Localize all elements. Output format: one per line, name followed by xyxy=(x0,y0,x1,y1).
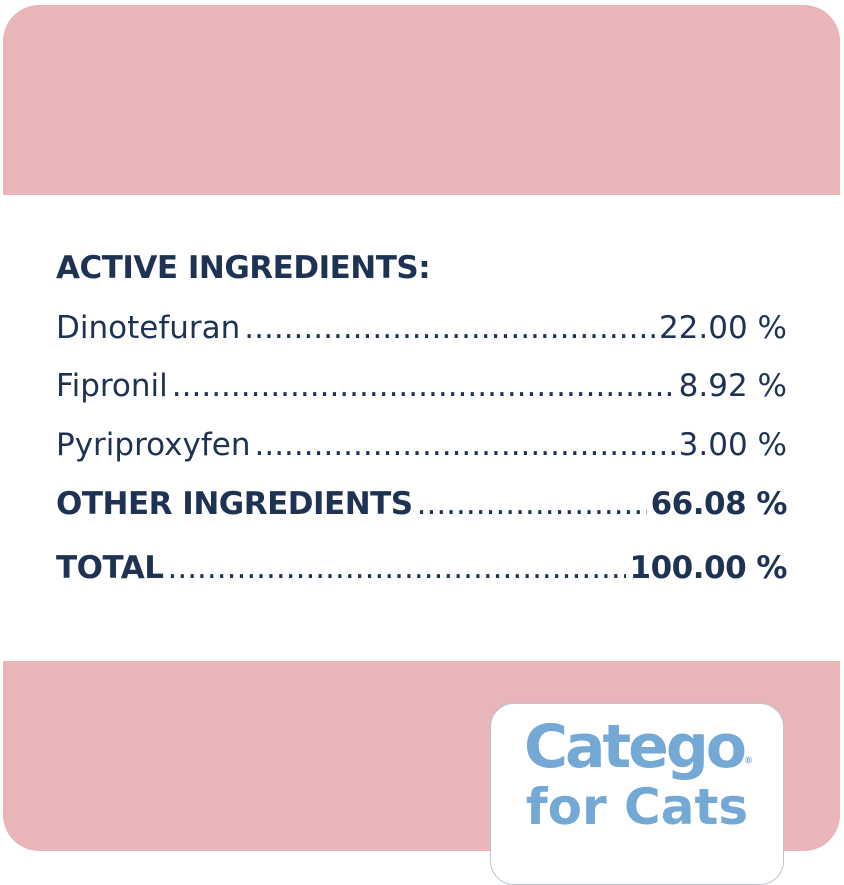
ingredient-value: 3.00 % xyxy=(678,427,787,463)
ingredient-name: OTHER INGREDIENTS xyxy=(56,486,413,522)
total-row: TOTAL 100.00 % xyxy=(56,550,788,586)
registered-mark: ® xyxy=(744,756,753,766)
catego-logo: Catego® for Cats xyxy=(490,703,784,885)
active-ingredients-heading: ACTIVE INGREDIENTS: xyxy=(56,250,431,286)
logo-subtitle: for Cats xyxy=(525,778,749,836)
ingredient-row: Pyriproxyfen 3.00 % xyxy=(56,427,787,463)
ingredient-value: 8.92 % xyxy=(678,368,787,404)
ingredient-name: Dinotefuran xyxy=(56,310,241,346)
ingredient-value: 66.08 % xyxy=(650,486,788,522)
ingredient-row: Fipronil 8.92 % xyxy=(56,368,787,404)
dot-leader xyxy=(254,427,674,463)
dot-leader xyxy=(172,368,675,404)
dot-leader xyxy=(167,550,625,586)
ingredient-row: Dinotefuran 22.00 % xyxy=(56,310,787,346)
ingredient-name: Fipronil xyxy=(56,368,168,404)
ingredient-value: 100.00 % xyxy=(629,550,788,586)
other-ingredients-row: OTHER INGREDIENTS 66.08 % xyxy=(56,486,788,522)
ingredient-name: TOTAL xyxy=(56,550,164,586)
dot-leader xyxy=(244,310,655,346)
dot-leader xyxy=(417,486,647,522)
ingredient-name: Pyriproxyfen xyxy=(56,427,251,463)
logo-brand: Catego xyxy=(523,712,747,782)
ingredient-value: 22.00 % xyxy=(658,310,787,346)
